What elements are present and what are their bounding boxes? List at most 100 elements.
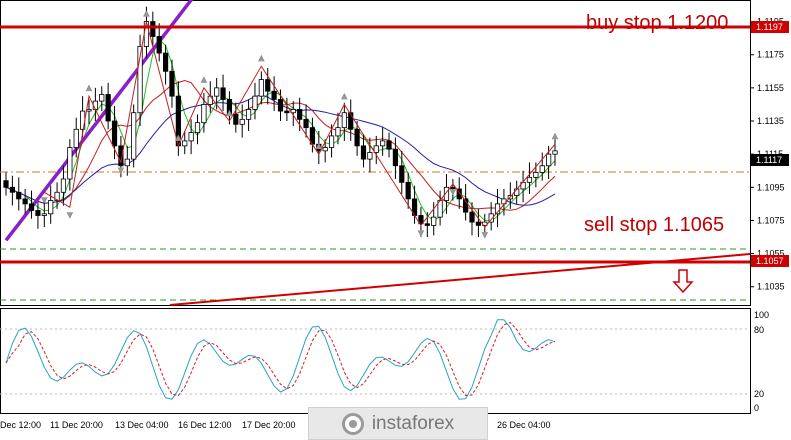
candle [124,145,130,176]
time-label-4: 16 Dec 12:00 [178,420,232,430]
candle [150,11,156,47]
fractal-marker-icon [41,197,48,204]
candle [258,71,264,105]
candle [41,202,47,228]
fractal-marker-icon [175,134,182,141]
buy-stop-label: buy stop 1.1200 [586,12,728,34]
candle [220,74,226,112]
fractal-marker-icon [143,10,150,17]
candle [469,202,475,236]
candle [137,34,143,126]
candle [284,97,290,122]
candle [28,190,35,219]
candle [105,82,111,130]
candle [399,150,405,194]
fractal-marker-icon [258,54,265,62]
instaforex-logo-icon [341,412,364,435]
sell-stop-label: sell stop 1.1065 [584,214,724,236]
fractal-marker-icon [449,188,457,196]
buy-stop-tag: 1.1197 [751,21,789,33]
fractal-marker-icon [481,231,489,239]
price-tick-label: 1.1035 [757,282,785,292]
price-tick-label: 1.1155 [757,83,784,93]
time-label-1: Dec 12:00 [0,420,41,430]
osc-tick-100: 100 [754,310,769,320]
current-price-tag: 1.1117 [751,154,789,166]
candle [99,86,105,112]
candle [3,172,9,196]
candle [60,165,67,206]
price-tick-label: 1.1135 [757,116,784,126]
trendline [169,253,751,306]
stochastic-main-line [5,319,556,400]
candle [48,185,54,224]
candle [169,59,175,108]
fractal-marker-icon [85,84,93,92]
fractal-marker-icon [226,109,233,117]
fractal-marker-icon [417,230,425,237]
osc-tick-0: 0 [754,403,759,413]
candle [367,137,373,173]
candle [354,121,360,156]
candle [341,102,347,141]
candle [188,119,194,155]
candle [194,114,201,145]
candle [405,172,411,209]
candle [392,137,399,180]
oscillator-pane-frame [0,308,751,414]
time-label-6: 26 Dec 04:00 [497,420,551,430]
price-tick-label: 1.1075 [757,215,785,225]
fractal-marker-icon [551,132,559,140]
price-tick-label: 1.1055 [757,249,785,259]
price-tick-label: 1.1175 [757,50,784,60]
svg-text:1.1057: 1.1057 [756,256,784,266]
candle [463,183,469,221]
price-tick-label: 1.1095 [757,182,785,192]
candle [265,67,271,105]
ma-long-purple [4,0,194,242]
osc-tick-20: 20 [754,389,764,399]
candle [201,92,207,133]
stochastic-signal-line [5,321,556,397]
candle [156,23,162,62]
candle [431,202,437,236]
watermark-text: instaforex [371,412,455,434]
candle [54,182,60,209]
candle [67,139,73,191]
candle [162,44,169,85]
time-label-2: 11 Dec 20:00 [50,420,103,430]
instaforex-watermark: instaforex [308,407,488,440]
candle [488,202,494,231]
fractal-marker-icon [66,212,74,219]
zigzag-line [44,21,556,228]
sell-stop-tag: 1.1057 [751,255,789,267]
candle [16,177,22,211]
time-label-3: 13 Dec 04:00 [115,420,169,430]
candle [9,175,15,206]
osc-axis: 100 80 20 0 [754,310,769,413]
candle [335,112,341,145]
candle [539,152,545,181]
candle [443,174,450,214]
candles [3,6,558,238]
candle [322,139,328,163]
candle [233,102,239,133]
candle [245,99,252,131]
candle [552,139,558,166]
candle [303,104,309,138]
down-arrow-icon [672,269,694,294]
candle [271,76,277,112]
candle [475,208,481,238]
candle [182,130,188,155]
osc-tick-80: 80 [754,325,764,335]
time-label-5: 17 Dec 20:00 [242,420,296,430]
fractal-marker-icon [117,167,125,175]
candle [360,134,367,168]
svg-text:1.1197: 1.1197 [756,22,783,32]
candle [348,99,354,141]
fractal-marker-icon [341,92,348,100]
candle [380,127,386,156]
fractal-marker-icon [200,76,208,83]
svg-text:1.1117: 1.1117 [756,155,782,165]
